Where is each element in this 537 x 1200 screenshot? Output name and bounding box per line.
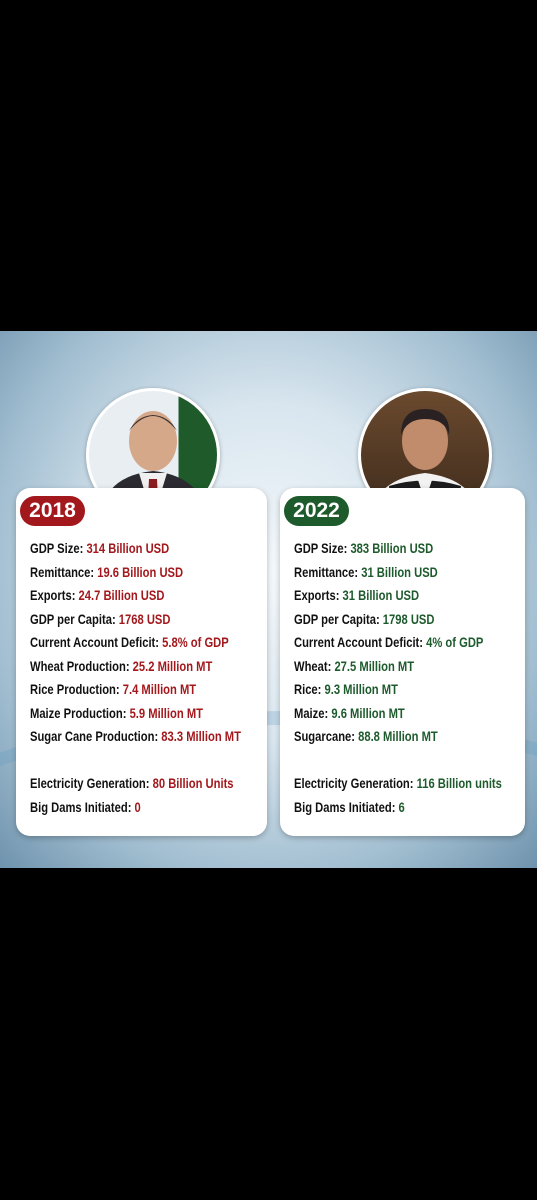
stat-value: 5.8% of GDP [162, 634, 229, 650]
stat-value: 24.7 Billion USD [78, 587, 165, 603]
stat-label: Maize: [294, 704, 329, 721]
card: 2018 GDP Size: 314 Billion USD Remittance:… [16, 488, 267, 836]
infographic: 2018 GDP Size: 314 Billion USD Remittance:… [0, 331, 537, 868]
stat-row: Exports: 24.7 Billion USD [30, 587, 164, 603]
stat-row: Remittance: 31 Billion USD [294, 564, 438, 580]
stat-label: GDP per Capita: [294, 610, 380, 627]
stat-value: 314 Billion USD [86, 540, 170, 556]
stat-row: Maize: 9.6 Million MT [294, 705, 405, 721]
stat-label: Big Dams Initiated: [30, 798, 132, 815]
stat-value: 6 [398, 798, 405, 815]
stat-row: Wheat Production: 25.2 Million MT [30, 658, 212, 674]
stat-label: Sugar Cane Production: [30, 728, 159, 744]
stat-row: Big Dams Initiated: 6 [294, 799, 405, 815]
stat-row: Electricity Generation: 116 Billion unit… [294, 775, 502, 791]
stat-row: Rice Production: 7.4 Million MT [30, 681, 196, 697]
stat-row: GDP per Capita: 1768 USD [30, 611, 170, 627]
stat-label: Maize Production: [30, 704, 127, 721]
stat-value: 5.9 Million MT [129, 704, 203, 721]
stat-row: GDP Size: 383 Billion USD [294, 540, 433, 556]
stat-value: 80 Billion Units [152, 775, 234, 791]
stat-label: GDP Size: [294, 540, 348, 556]
stat-value: 1798 USD [382, 610, 435, 627]
stat-label: Current Account Deficit: [30, 634, 160, 650]
stat-row: GDP Size: 314 Billion USD [30, 540, 169, 556]
stat-value: 31 Billion USD [342, 587, 420, 603]
stat-label: Exports: [30, 587, 76, 603]
stat-row: Current Account Deficit: 4% of GDP [294, 634, 483, 650]
stat-value: 4% of GDP [426, 634, 484, 650]
stat-value: 25.2 Million MT [132, 657, 213, 674]
stat-row: Wheat: 27.5 Million MT [294, 658, 414, 674]
stat-label: Remittance: [30, 563, 95, 580]
stat-label: Rice Production: [30, 681, 120, 697]
stat-label: Rice: [294, 681, 322, 697]
stat-value: 1768 USD [118, 610, 171, 627]
stat-value: 9.3 Million MT [324, 681, 398, 697]
stat-label: Exports: [294, 587, 340, 603]
stat-value: 88.8 Million MT [358, 728, 438, 744]
stat-value: 116 Billion units [416, 775, 502, 791]
stat-value: 7.4 Million MT [122, 681, 197, 697]
stat-label: Remittance: [294, 563, 359, 580]
stat-label: Electricity Generation: [30, 775, 150, 791]
stat-row: GDP per Capita: 1798 USD [294, 611, 434, 627]
stat-row: Sugarcane: 88.8 Million MT [294, 728, 438, 744]
stat-row: Electricity Generation: 80 Billion Units [30, 775, 234, 791]
stat-row: Remittance: 19.6 Billion USD [30, 564, 183, 580]
stat-value: 31 Billion USD [361, 563, 438, 580]
stat-value: 0 [134, 798, 141, 815]
stat-row: Sugar Cane Production: 83.3 Million MT [30, 728, 241, 744]
stat-row: Big Dams Initiated: 0 [30, 799, 141, 815]
stat-row: Exports: 31 Billion USD [294, 587, 419, 603]
stat-row: Current Account Deficit: 5.8% of GDP [30, 634, 229, 650]
card: 2022 GDP Size: 383 Billion USD Remittance:… [280, 488, 525, 836]
stat-value: 383 Billion USD [350, 540, 434, 556]
year-badge: 2022 [284, 496, 349, 526]
stat-label: Wheat Production: [30, 657, 130, 674]
stat-label: Sugarcane: [294, 728, 355, 744]
stat-label: Current Account Deficit: [294, 634, 424, 650]
stat-value: 9.6 Million MT [331, 704, 405, 721]
stat-row: Maize Production: 5.9 Million MT [30, 705, 203, 721]
stat-value: 19.6 Billion USD [97, 563, 184, 580]
stat-label: Electricity Generation: [294, 775, 414, 791]
stat-label: Big Dams Initiated: [294, 798, 396, 815]
stat-value: 27.5 Million MT [334, 657, 415, 674]
stat-label: Wheat: [294, 657, 332, 674]
year-badge: 2018 [20, 496, 85, 526]
stat-label: GDP Size: [30, 540, 84, 556]
stat-value: 83.3 Million MT [161, 728, 241, 744]
stat-row: Rice: 9.3 Million MT [294, 681, 398, 697]
stat-label: GDP per Capita: [30, 610, 116, 627]
